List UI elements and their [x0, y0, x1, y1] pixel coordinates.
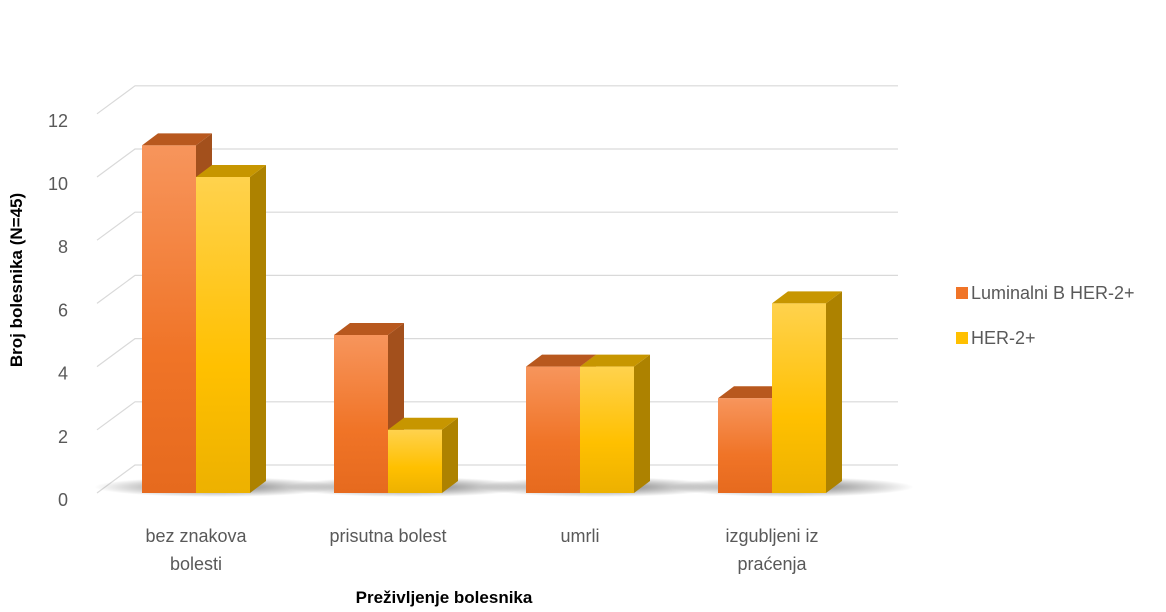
legend-swatch-luminalni-b-her2 — [956, 287, 968, 299]
bar-side-face — [442, 417, 458, 493]
gridlines — [96, 85, 898, 494]
bar-top-face — [718, 386, 788, 399]
gridline — [96, 148, 898, 178]
bar-top-face — [526, 354, 596, 367]
bar-top-face — [772, 291, 842, 304]
legend-item-luminalni-b-her2: Luminalni B HER-2+ — [956, 283, 1135, 303]
y-axis-title: Broj bolesnika (N=45) — [7, 193, 26, 367]
bar-her-2-bez-znakova-bolesti — [196, 165, 266, 493]
bar-front-face — [526, 366, 580, 493]
bar-her-2-umrli — [580, 354, 650, 493]
bar-front-face — [388, 429, 442, 493]
bar-top-face — [388, 417, 458, 430]
bar-her-2-prisutna-bolest — [388, 417, 458, 493]
bar-top-face — [334, 323, 404, 335]
x-axis-categories: bez znakova bolesti prisutna bolest umrli iz… — [145, 526, 818, 574]
bar-front-face — [142, 145, 196, 493]
x-axis-title: Preživljenje bolesnika — [356, 588, 533, 607]
gridline — [96, 274, 898, 304]
gridline — [96, 211, 898, 241]
legend-swatch-her2 — [956, 332, 968, 344]
bar-front-face — [772, 303, 826, 493]
y-tick-label: 12 — [48, 111, 68, 131]
bar-front-face — [580, 366, 634, 493]
y-tick-label: 6 — [58, 300, 68, 320]
legend: Luminalni B HER-2+ HER-2+ — [956, 283, 1135, 348]
bar-side-face — [826, 291, 842, 493]
y-axis-ticks: 0 2 4 6 8 10 12 — [48, 111, 68, 510]
gridline — [96, 85, 898, 115]
bar-front-face — [718, 398, 772, 493]
legend-label-luminalni-b-her2: Luminalni B HER-2+ — [971, 283, 1135, 303]
y-tick-label: 8 — [58, 237, 68, 257]
x-category-label: umrli — [561, 526, 600, 546]
bar-her-2-izgubljeni-iz-pra-enja — [772, 291, 842, 493]
legend-label-her2: HER-2+ — [971, 328, 1036, 348]
x-category-label: bez znakova bolesti — [145, 526, 247, 574]
y-tick-label: 0 — [58, 490, 68, 510]
bar-side-face — [634, 354, 650, 493]
gridline — [96, 338, 898, 368]
y-tick-label: 4 — [58, 364, 68, 384]
bar-front-face — [334, 335, 388, 493]
bar-top-face — [142, 133, 212, 146]
bar-side-face — [250, 165, 266, 493]
x-category-label: izgubljeni iz praćenja — [725, 526, 818, 574]
bar-front-face — [196, 177, 250, 493]
x-category-label: prisutna bolest — [329, 526, 446, 546]
y-tick-label: 10 — [48, 174, 68, 194]
y-tick-label: 2 — [58, 427, 68, 447]
bars — [142, 133, 842, 493]
bar-top-face — [196, 165, 266, 177]
bar-top-face — [580, 354, 650, 367]
legend-item-her2: HER-2+ — [956, 328, 1036, 348]
